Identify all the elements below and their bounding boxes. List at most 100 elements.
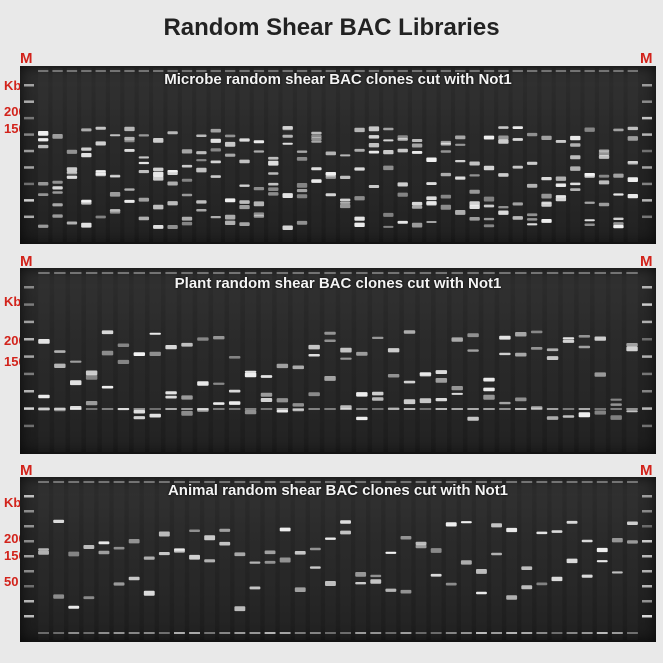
- dna-band: [181, 221, 193, 226]
- gel-lane: [229, 270, 240, 452]
- dna-band: [282, 126, 293, 131]
- dna-band: [268, 160, 279, 166]
- vector-band: [546, 408, 559, 410]
- dna-band: [397, 220, 408, 224]
- dna-band: [279, 557, 291, 563]
- dna-band: [598, 155, 610, 159]
- dna-band: [578, 335, 591, 338]
- gel-lane: [597, 479, 608, 640]
- dna-band: [411, 139, 423, 142]
- dna-band: [38, 548, 49, 551]
- gel-image-plant: [24, 270, 652, 452]
- gel-well: [355, 481, 367, 483]
- ladder-band: [24, 525, 34, 528]
- dna-band: [440, 150, 452, 153]
- gel-well: [113, 481, 125, 483]
- gel-well: [228, 272, 241, 274]
- dna-band: [167, 225, 178, 229]
- dna-band: [498, 126, 509, 129]
- dna-band: [387, 407, 400, 410]
- vector-band: [174, 632, 185, 634]
- gel-lane: [369, 68, 379, 242]
- dna-band: [167, 131, 178, 135]
- dna-band: [536, 582, 548, 586]
- size-label-kb-3: Kb: [4, 495, 22, 510]
- gel-lane: [282, 68, 292, 242]
- ladder-band: [24, 495, 34, 498]
- dna-band: [570, 143, 581, 147]
- gel-well: [325, 481, 336, 483]
- gel-well: [165, 272, 177, 274]
- dna-band: [196, 134, 207, 137]
- dna-band: [309, 566, 321, 569]
- dna-band: [483, 165, 495, 171]
- dna-band: [611, 571, 623, 574]
- dna-band: [515, 332, 527, 337]
- dna-band: [181, 410, 193, 416]
- dna-band: [426, 201, 437, 206]
- vector-band: [530, 408, 543, 410]
- dna-band: [562, 415, 575, 418]
- gel-lane: [541, 68, 551, 242]
- ladder-band: [24, 133, 34, 136]
- gel-well: [476, 481, 487, 483]
- dna-band: [138, 134, 150, 137]
- dna-band: [128, 539, 140, 544]
- vector-band: [340, 632, 351, 634]
- dna-band: [83, 545, 95, 549]
- ladder-band: [24, 303, 34, 306]
- dna-band: [469, 189, 480, 194]
- gel-well: [419, 272, 432, 274]
- dna-band: [546, 348, 559, 352]
- gel-lane: [416, 479, 427, 640]
- gel-well: [66, 70, 78, 72]
- gel-well: [546, 272, 559, 274]
- gel-caption-microbe: Microbe random shear BAC clones cut with…: [164, 71, 512, 88]
- ladder-band: [642, 215, 652, 219]
- dna-band: [368, 143, 380, 148]
- ladder-band: [642, 133, 652, 136]
- dna-band: [467, 416, 479, 421]
- gel-lane: [370, 479, 381, 640]
- dna-band: [38, 144, 49, 149]
- dna-band: [181, 193, 193, 197]
- dna-band: [354, 127, 365, 133]
- dna-band: [165, 395, 177, 399]
- dna-band: [356, 351, 368, 356]
- dna-band: [460, 521, 472, 524]
- gel-well: [340, 272, 352, 274]
- dna-band: [455, 135, 466, 140]
- gel-lane: [595, 270, 606, 452]
- dna-band: [224, 141, 236, 147]
- dna-band: [521, 566, 533, 570]
- dna-band: [372, 336, 384, 339]
- dna-band: [282, 142, 293, 145]
- dna-band: [356, 416, 368, 421]
- gel-lane: [584, 68, 594, 242]
- dna-band: [311, 167, 322, 171]
- ladder-band: [24, 510, 34, 513]
- gel-well: [596, 481, 608, 483]
- gel-lane: [579, 270, 590, 452]
- dna-band: [268, 192, 279, 196]
- gel-lane: [265, 479, 276, 640]
- gel-lane: [325, 479, 336, 640]
- dna-band: [476, 569, 487, 574]
- dna-band: [584, 173, 595, 176]
- gel-lane: [420, 270, 431, 452]
- marker-label-right-2: M: [640, 253, 653, 270]
- gel-lane: [563, 270, 574, 452]
- dna-band: [598, 202, 610, 207]
- dna-band: [354, 196, 365, 201]
- ladder-band: [24, 182, 34, 186]
- dna-band: [383, 150, 394, 155]
- dna-band: [397, 137, 408, 141]
- dna-band: [340, 154, 351, 157]
- gel-lane: [531, 270, 542, 452]
- gel-lane: [354, 68, 364, 242]
- dna-band: [570, 155, 581, 160]
- gel-well: [138, 70, 150, 72]
- dna-band: [196, 151, 207, 155]
- dna-band: [555, 196, 567, 202]
- dna-band: [210, 138, 221, 143]
